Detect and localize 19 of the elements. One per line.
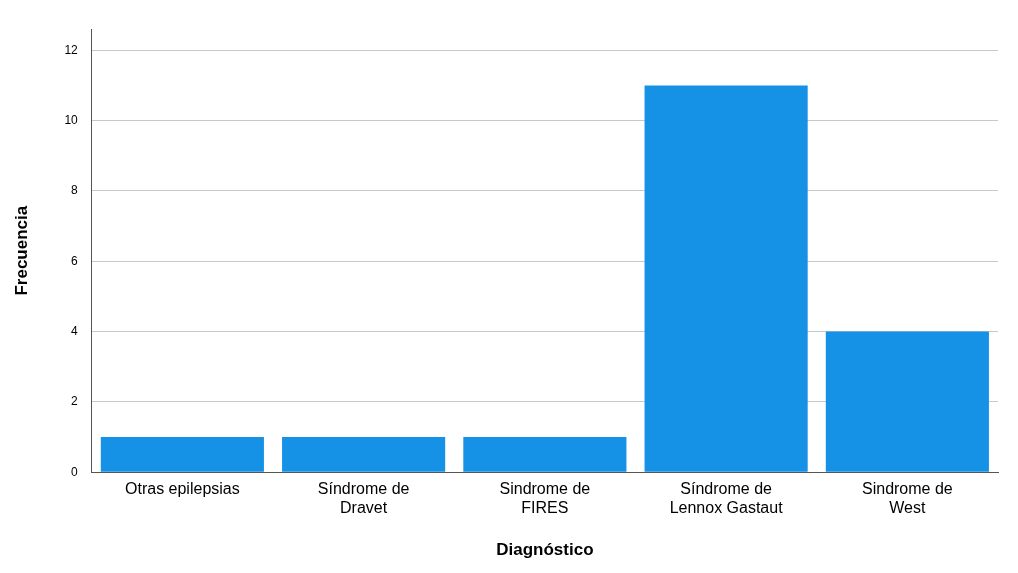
y-tick-label: 6 — [71, 253, 79, 268]
y-tick-label: 2 — [71, 394, 79, 409]
x-tick-label: Síndrome de Lennox Gastaut — [669, 480, 784, 517]
x-axis-title: Diagnóstico — [496, 540, 594, 560]
y-axis-title: Frecuencia — [11, 205, 31, 296]
bar — [282, 437, 446, 472]
bar — [463, 437, 627, 472]
x-tick-label: Síndrome de Dravet — [317, 480, 410, 517]
x-tick-label: Otras epilepsias — [125, 480, 240, 498]
y-tick-label: 12 — [64, 42, 79, 57]
y-tick-label: 4 — [71, 323, 79, 338]
x-tick-label: Sindrome de West — [862, 480, 953, 517]
y-tick-label: 10 — [64, 112, 79, 127]
bar — [644, 85, 808, 472]
y-tick-label: 0 — [71, 464, 79, 479]
bar — [825, 331, 989, 472]
bar — [100, 437, 264, 472]
y-tick-label: 8 — [71, 183, 79, 198]
x-tick-label: Sindrome de FIRES — [499, 480, 591, 517]
